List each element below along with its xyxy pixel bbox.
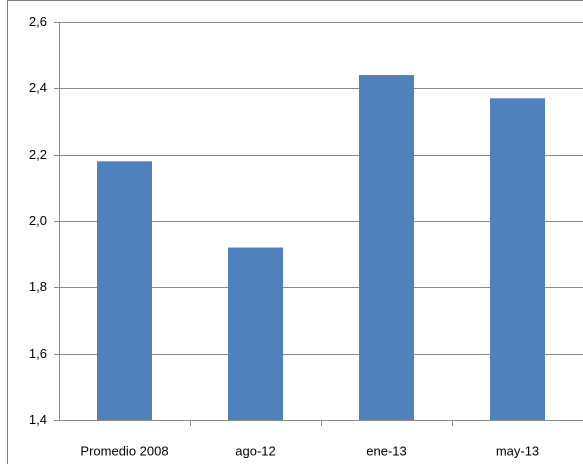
y-tick-label: 2,0	[29, 213, 47, 228]
bar	[489, 98, 546, 421]
bar	[96, 161, 153, 421]
y-tick-label: 1,4	[29, 412, 47, 427]
bar	[358, 75, 415, 421]
x-tick-label: Promedio 2008	[80, 443, 168, 458]
y-tick-label: 1,8	[29, 279, 47, 294]
x-tick-label: may-13	[496, 443, 539, 458]
y-tick-label: 2,4	[29, 80, 47, 95]
y-tick-label: 2,2	[29, 147, 47, 162]
y-tick-label: 2,6	[29, 14, 47, 29]
x-tick-label: ago-12	[235, 443, 275, 458]
bar	[227, 247, 284, 420]
x-tick-label: ene-13	[366, 443, 406, 458]
y-tick-label: 1,6	[29, 346, 47, 361]
